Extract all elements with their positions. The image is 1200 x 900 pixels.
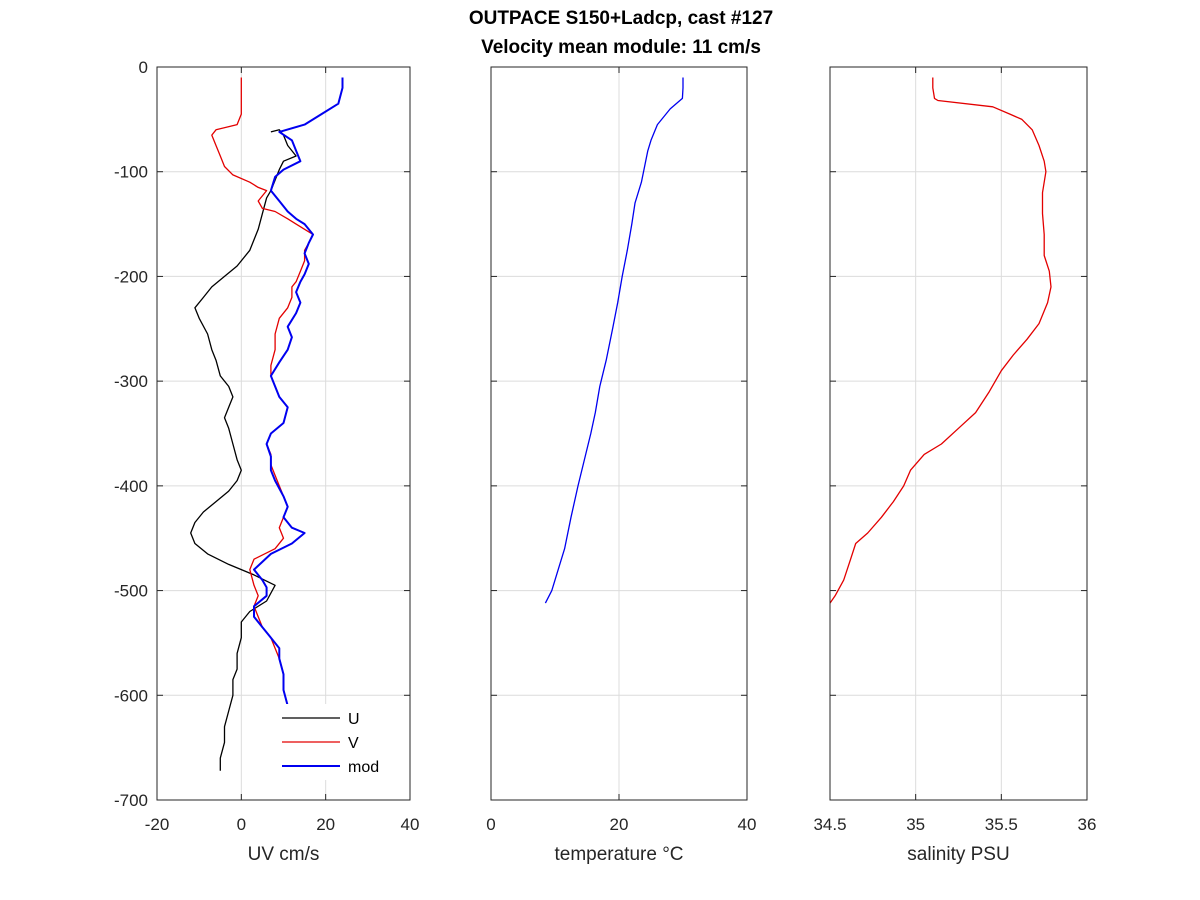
salinity-series-line bbox=[829, 77, 1052, 604]
velocity-ytick-label: -500 bbox=[114, 582, 148, 601]
velocity-lines bbox=[190, 77, 344, 771]
temperature-series-line bbox=[544, 77, 684, 604]
temperature-grid bbox=[490, 66, 748, 801]
legend-label-v: V bbox=[348, 735, 359, 752]
salinity-xlabel: salinity PSU bbox=[907, 844, 1009, 865]
velocity-xtick-label: 20 bbox=[316, 815, 335, 834]
velocity-series-line-mod bbox=[253, 77, 344, 771]
salinity-xtick-label: 36 bbox=[1078, 815, 1097, 834]
legend-label-u: U bbox=[348, 711, 360, 728]
velocity-ytick-label: 0 bbox=[139, 58, 148, 77]
velocity-xtick-label: 0 bbox=[237, 815, 246, 834]
velocity-xtick-label: 40 bbox=[401, 815, 420, 834]
temperature-xtick-label: 40 bbox=[738, 815, 757, 834]
figure-title-line1: OUTPACE S150+Ladcp, cast #127 bbox=[469, 8, 773, 29]
velocity-ytick-label: -400 bbox=[114, 477, 148, 496]
salinity-axes-frame bbox=[829, 66, 1088, 801]
velocity-ytick-label: -300 bbox=[114, 372, 148, 391]
velocity-ticks: -20 0 20 400-100-200-300-400-500-600-700 bbox=[114, 58, 419, 834]
velocity-ytick-label: -200 bbox=[114, 267, 148, 286]
velocity-ytick-label: -600 bbox=[114, 686, 148, 705]
legend-label-mod: mod bbox=[348, 759, 379, 776]
temperature-panel: 0 20 40 temperature °C bbox=[486, 66, 757, 865]
temperature-lines bbox=[544, 77, 684, 604]
velocity-ytick-label: -700 bbox=[114, 791, 148, 810]
temperature-xlabel: temperature °C bbox=[554, 844, 683, 865]
salinity-xtick-label: 35 bbox=[906, 815, 925, 834]
temperature-xtick-label: 20 bbox=[610, 815, 629, 834]
velocity-panel: -20 0 20 400-100-200-300-400-500-600-700 UV… bbox=[114, 58, 419, 865]
velocity-xtick-label: -20 bbox=[145, 815, 170, 834]
salinity-grid bbox=[829, 66, 1088, 801]
temperature-xtick-label: 0 bbox=[486, 815, 495, 834]
figure-title-line2: Velocity mean module: 11 cm/s bbox=[481, 37, 761, 58]
velocity-xlabel: UV cm/s bbox=[248, 844, 320, 865]
salinity-lines bbox=[829, 77, 1052, 604]
salinity-xtick-label: 35.5 bbox=[985, 815, 1018, 834]
salinity-panel: 34.5 35 35.5 36 salinity PSU bbox=[813, 66, 1097, 865]
salinity-ticks: 34.5 35 35.5 36 bbox=[813, 66, 1097, 834]
velocity-series-line-u bbox=[190, 129, 297, 771]
velocity-axes-frame bbox=[156, 66, 411, 801]
velocity-ytick-label: -100 bbox=[114, 163, 148, 182]
salinity-xtick-label: 34.5 bbox=[813, 815, 846, 834]
temperature-ticks: 0 20 40 bbox=[486, 66, 757, 834]
